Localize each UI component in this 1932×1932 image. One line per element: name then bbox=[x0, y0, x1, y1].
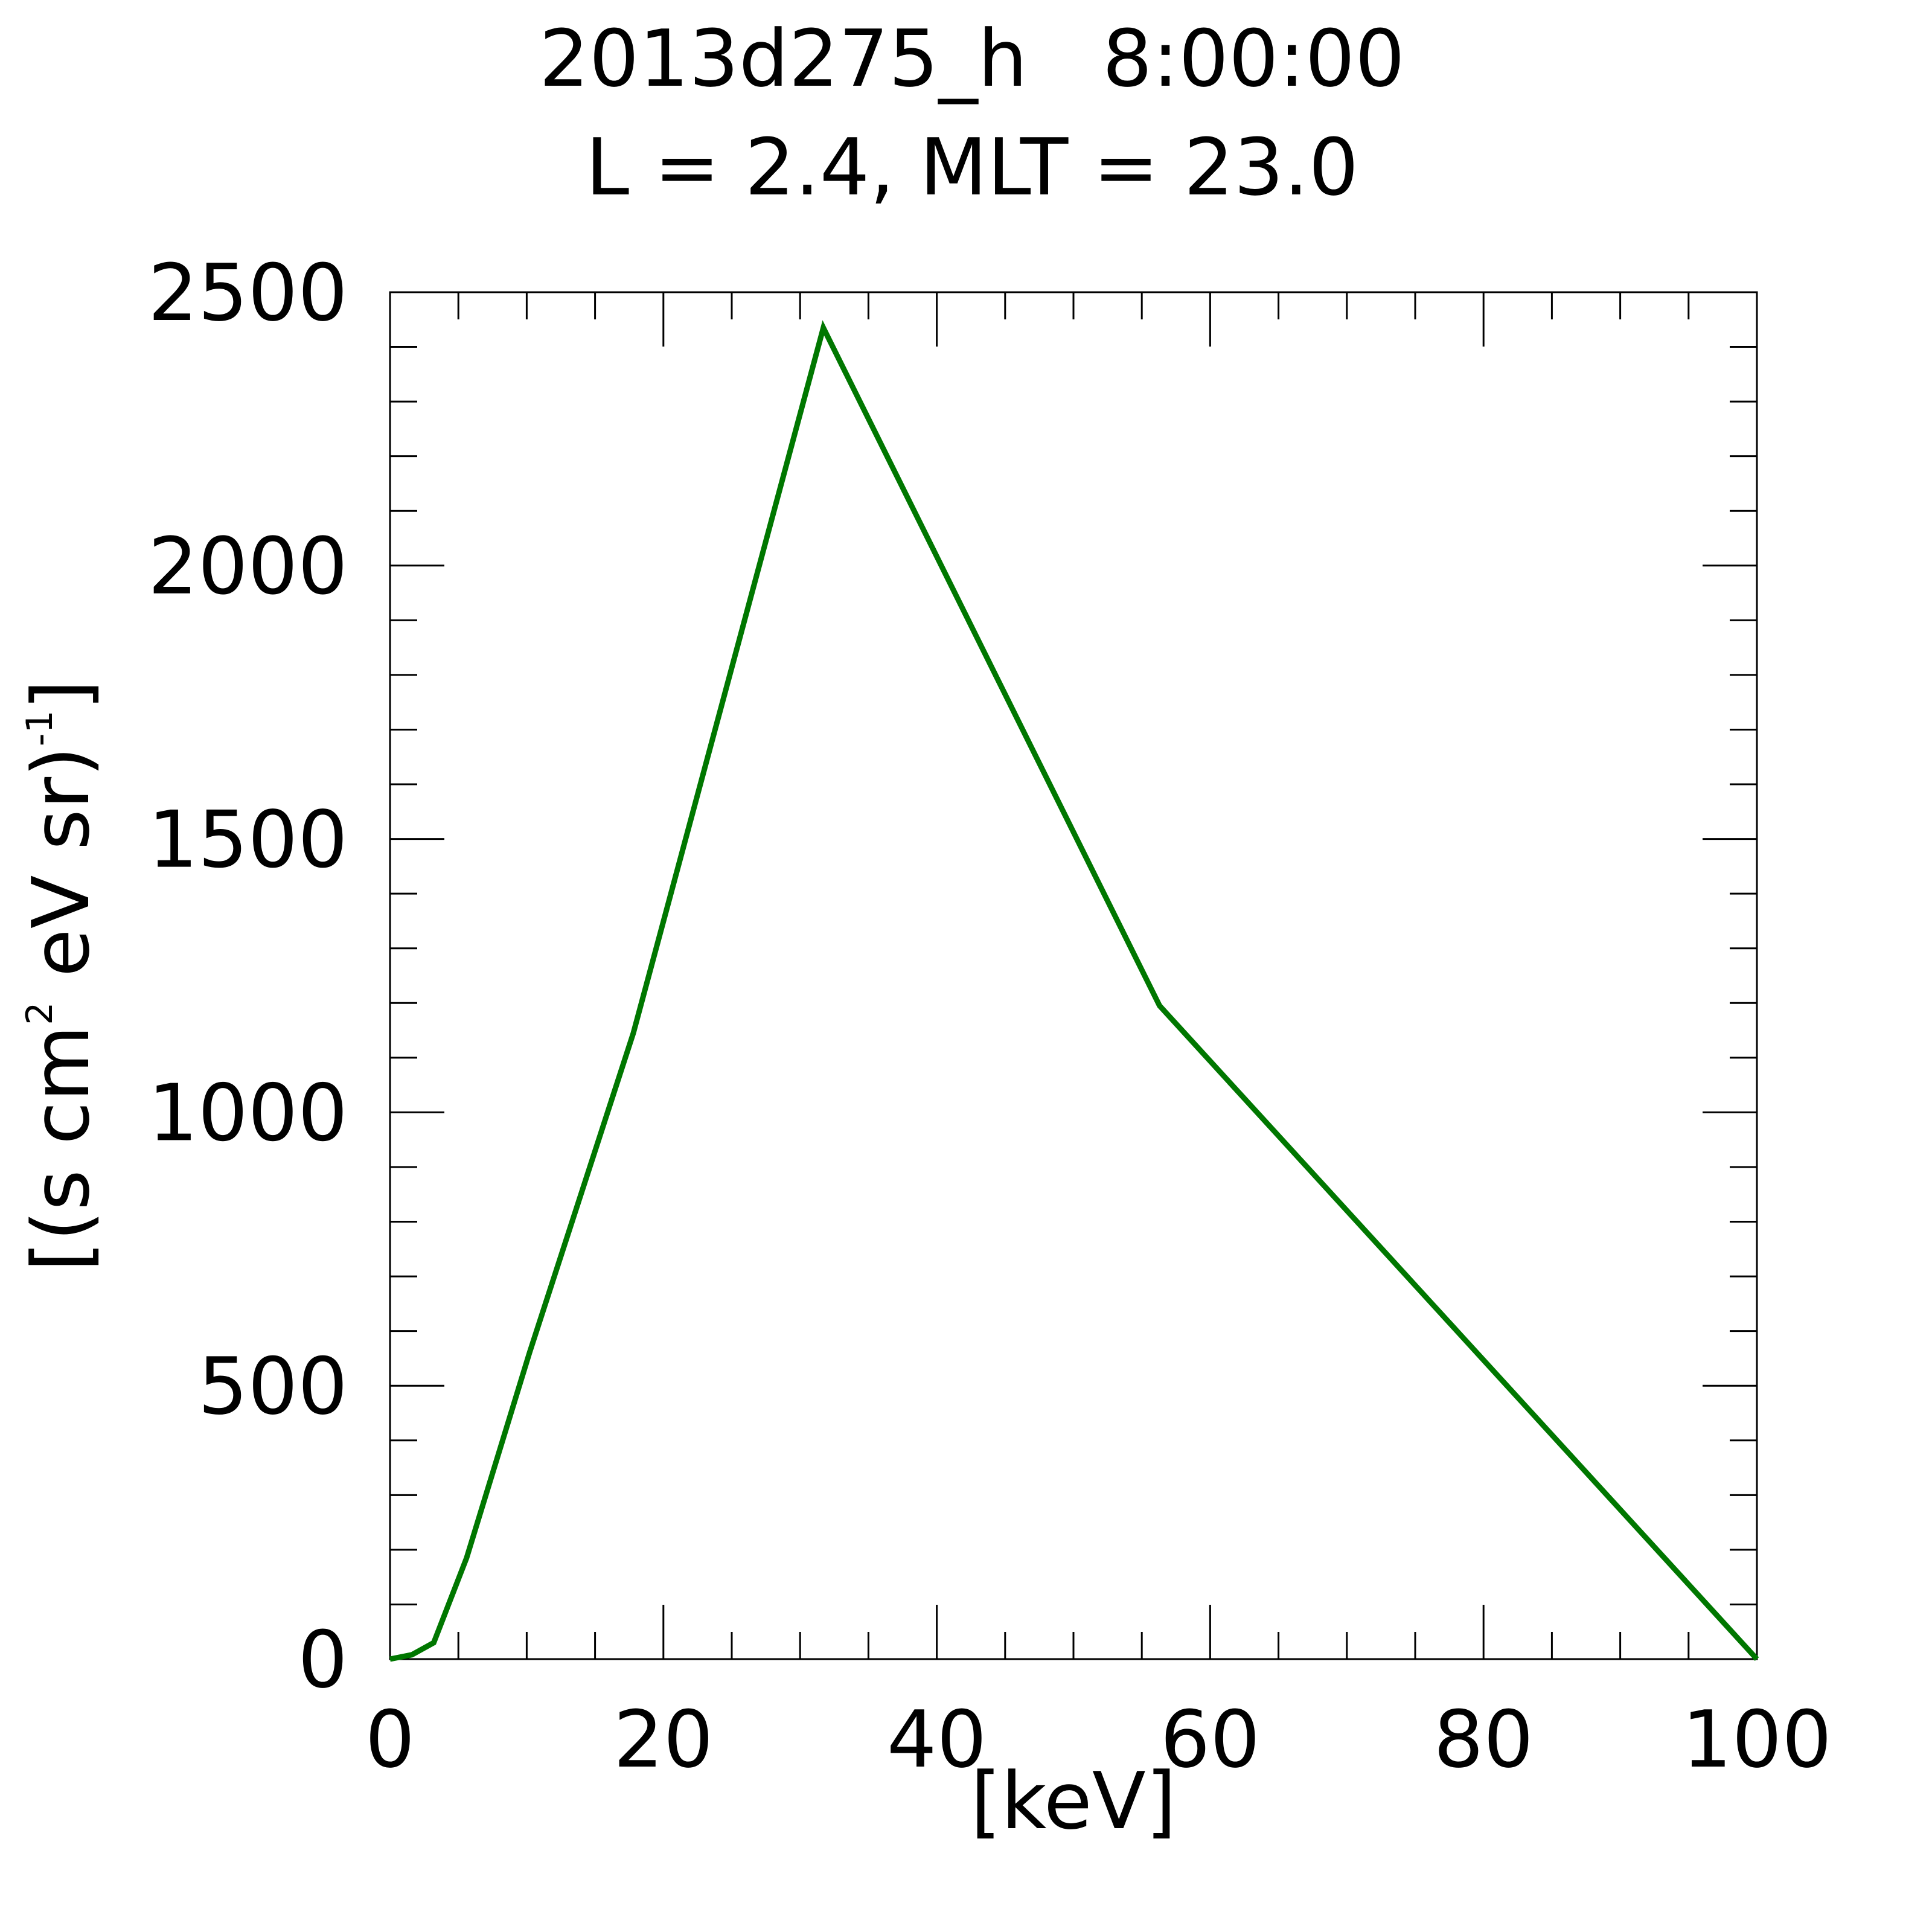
x-tick-label: 60 bbox=[1160, 1694, 1260, 1785]
y-axis-label-sup1: 2 bbox=[19, 1002, 61, 1025]
x-axis-label: [keV] bbox=[971, 1755, 1177, 1847]
x-tick-label: 100 bbox=[1682, 1694, 1832, 1785]
chart-title: 2013d275_h 8:00:00 bbox=[539, 13, 1405, 104]
y-axis-label-part2: eV sr) bbox=[15, 746, 107, 1002]
x-tick-label: 20 bbox=[613, 1694, 713, 1785]
y-tick-label: 2500 bbox=[148, 247, 348, 339]
x-tick-label: 80 bbox=[1433, 1694, 1533, 1785]
y-tick-label: 0 bbox=[298, 1614, 348, 1706]
y-tick-label: 2000 bbox=[148, 520, 348, 612]
y-axis-label-part3: ] bbox=[15, 680, 107, 711]
x-tick-label: 40 bbox=[887, 1694, 987, 1785]
chart-subtitle: L = 2.4, MLT = 23.0 bbox=[586, 121, 1359, 213]
y-tick-label: 1500 bbox=[148, 794, 348, 886]
y-axis-label: [(s cm2 eV sr)-1] bbox=[15, 680, 107, 1272]
y-axis-label-sup2: -1 bbox=[19, 710, 61, 746]
y-tick-label: 1000 bbox=[148, 1067, 348, 1159]
series-layer bbox=[389, 320, 1759, 1662]
y-axis-label-part1: [(s cm bbox=[15, 1025, 107, 1272]
ticks-layer bbox=[389, 291, 1758, 1660]
x-tick-label: 0 bbox=[365, 1694, 415, 1785]
y-tick-label: 500 bbox=[198, 1340, 348, 1432]
series-line bbox=[389, 320, 1759, 1662]
